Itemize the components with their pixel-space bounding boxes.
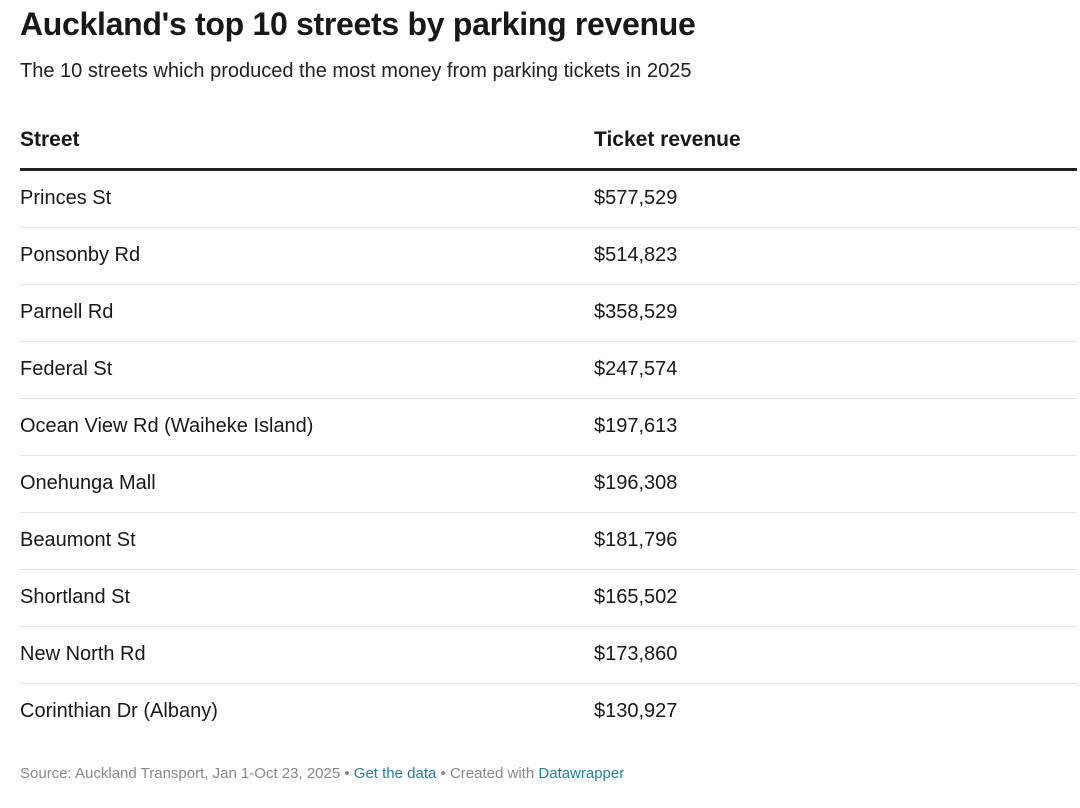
table: Street Ticket revenue Princes St $577,529…	[20, 114, 1077, 740]
header-row: Street Ticket revenue	[20, 114, 1077, 171]
street-cell: New North Rd	[20, 643, 146, 665]
title: Auckland's top 10 streets by parking rev…	[20, 6, 696, 42]
table-row: Princes St $577,529	[20, 171, 1077, 228]
column-header: Street	[20, 128, 80, 151]
table-row: Beaumont St $181,796	[20, 513, 1077, 570]
revenue-cell: $197,613	[594, 415, 678, 437]
revenue-cell: $247,574	[594, 358, 678, 380]
created-with: Created with	[449, 765, 535, 782]
revenue-cell: $196,308	[594, 472, 678, 494]
revenue-cell: $165,502	[594, 586, 678, 608]
street-cell: Princes St	[20, 187, 112, 209]
table-row: Ocean View Rd (Waiheke Island) $197,613	[20, 399, 1077, 456]
street-cell: Ponsonby Rd	[20, 244, 141, 266]
street-cell: Parnell Rd	[20, 301, 114, 323]
table-row: New North Rd $173,860	[20, 627, 1077, 684]
revenue-cell: $130,927	[594, 700, 678, 722]
footer: Source: Auckland Transport, Jan 1-Oct 23…	[20, 765, 624, 782]
street-cell: Federal St	[20, 358, 113, 380]
table-body: Princes St $577,529 Ponsonby Rd $514,823 Par…	[20, 171, 1077, 740]
table-row: Ponsonby Rd $514,823	[20, 228, 1077, 285]
separator: •	[344, 765, 350, 782]
subtitle: The 10 streets which produced the most m…	[20, 60, 692, 82]
street-cell: Ocean View Rd (Waiheke Island)	[20, 415, 314, 437]
street-cell: Onehunga Mall	[20, 472, 156, 494]
data-link[interactable]: Get the data	[353, 765, 437, 782]
table-row: Corinthian Dr (Albany) $130,927	[20, 684, 1077, 740]
revenue-cell: $514,823	[594, 244, 678, 266]
column-header: Ticket revenue	[594, 128, 741, 151]
separator: •	[440, 765, 446, 782]
table-row: Shortland St $165,502	[20, 570, 1077, 627]
street-cell: Beaumont St	[20, 529, 136, 551]
source: Source: Auckland Transport, Jan 1-Oct 23…	[20, 765, 341, 782]
revenue-cell: $577,529	[594, 187, 678, 209]
street-cell: Corinthian Dr (Albany)	[20, 700, 218, 722]
revenue-cell: $173,860	[594, 643, 678, 665]
table-row: Parnell Rd $358,529	[20, 285, 1077, 342]
table-row: Federal St $247,574	[20, 342, 1077, 399]
tool-link[interactable]: Datawrapper	[538, 765, 625, 782]
street-cell: Shortland St	[20, 586, 131, 608]
revenue-cell: $358,529	[594, 301, 678, 323]
revenue-cell: $181,796	[594, 529, 678, 551]
table-row: Onehunga Mall $196,308	[20, 456, 1077, 513]
